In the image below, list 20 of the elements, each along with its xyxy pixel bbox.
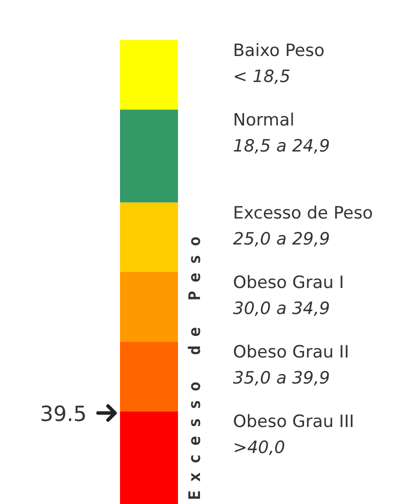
text: Obeso Grau III (233, 412, 354, 432)
text: 30,0 a 34,9 (233, 299, 330, 319)
text: 25,0 a 29,9 (233, 229, 330, 250)
text: >40,0 (233, 438, 286, 458)
bar (120, 411, 178, 504)
bar (120, 342, 178, 412)
text: Normal (233, 110, 295, 131)
text: 39.5 (40, 402, 87, 426)
text: Baixo Peso (233, 41, 325, 61)
text: Excesso de Peso (185, 228, 204, 500)
bar (120, 40, 178, 110)
bar (120, 110, 178, 202)
text: Excesso de Peso (233, 203, 373, 224)
text: Obeso Grau I (233, 273, 344, 293)
bar (120, 272, 178, 342)
text: < 18,5 (233, 67, 290, 87)
text: Obeso Grau II (233, 342, 350, 363)
bar (120, 202, 178, 272)
text: 18,5 a 24,9 (233, 136, 330, 157)
text: 35,0 a 39,9 (233, 368, 330, 389)
